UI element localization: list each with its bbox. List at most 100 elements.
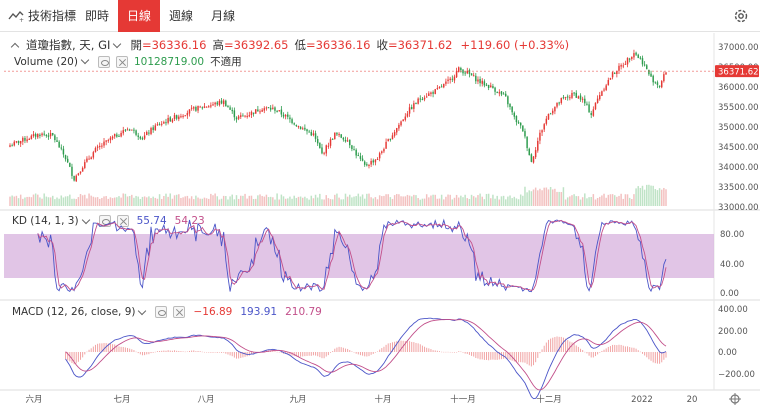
candle-body (231, 109, 233, 112)
tab-monthly[interactable]: 月線 (211, 8, 236, 23)
macd-histogram-bar (186, 351, 188, 353)
macd-histogram-bar (274, 351, 276, 352)
indicator-menu[interactable]: + 技術指標 (0, 0, 76, 32)
gear-icon[interactable] (732, 7, 750, 25)
volume-bar (564, 199, 567, 206)
candle-body (383, 149, 385, 152)
tab-weekly[interactable]: 週線 (169, 8, 194, 23)
volume-bar (665, 189, 667, 206)
volume-bar (526, 192, 528, 206)
close-icon[interactable] (173, 306, 186, 318)
macd-histogram-bar (80, 352, 82, 360)
macd-histogram-bar (193, 350, 195, 352)
volume-bar (537, 190, 539, 206)
volume-bar (308, 199, 310, 206)
macd-histogram-bar (137, 352, 139, 354)
candle-body (250, 111, 253, 115)
candle-body (631, 56, 633, 59)
last-price-tag (715, 65, 759, 78)
macd-histogram-bar (447, 351, 449, 353)
volume-bar (103, 196, 105, 206)
chevron-down-icon[interactable] (113, 39, 122, 48)
volume-bar (569, 196, 571, 206)
collapse-icon[interactable] (10, 42, 20, 51)
candle-body (599, 95, 601, 100)
candle-body (92, 152, 95, 158)
candle-body (175, 115, 178, 119)
macd-label[interactable]: MACD (12, 26, close, 9) (12, 306, 136, 318)
eye-icon[interactable] (98, 215, 111, 227)
volume-bar (498, 199, 501, 206)
candle-body (515, 116, 518, 123)
volume-bar (327, 198, 330, 206)
macd-histogram-bar (351, 351, 353, 352)
tab-daily[interactable]: 日線 (118, 0, 161, 32)
macd-histogram-bar (336, 347, 338, 352)
volume-bar (622, 198, 625, 206)
kd-label[interactable]: KD (14, 1, 3) (12, 215, 79, 227)
candle-body (193, 107, 195, 109)
close-icon[interactable] (116, 215, 129, 227)
candle-body (293, 123, 295, 125)
volume-bar (556, 191, 558, 206)
volume-bar (652, 185, 654, 206)
chevron-down-icon[interactable] (81, 215, 90, 224)
volume-bar (522, 195, 524, 206)
volume-bar (633, 194, 635, 206)
volume-bar (541, 190, 543, 206)
volume-bar (346, 196, 349, 206)
symbol-name[interactable]: 道瓊指數, 天, GI (26, 38, 111, 52)
chevron-down-icon[interactable] (80, 55, 90, 65)
volume-bar (111, 198, 114, 206)
volume-bar (207, 198, 210, 206)
time-axis-label: 七月 (113, 395, 130, 405)
volume-bar (453, 197, 456, 206)
candle-body (116, 134, 118, 137)
volume-bar (620, 193, 622, 206)
macd-histogram-bar (609, 346, 611, 352)
volume-bar (287, 198, 289, 206)
candle-body (607, 80, 610, 86)
candle-body (534, 150, 537, 158)
macd-histogram-bar (248, 352, 250, 356)
volume-bar (611, 194, 614, 206)
macd-histogram-bar (424, 346, 426, 352)
toolbar: + 技術指標 即時 日線 週線 月線 (0, 0, 760, 32)
volume-bar (355, 196, 357, 206)
volume-bar (197, 197, 199, 206)
volume-bar (175, 194, 178, 206)
macd-histogram-bar (539, 352, 541, 354)
close-icon[interactable] (115, 55, 128, 68)
volume-label[interactable]: Volume (20) (14, 55, 78, 68)
time-axis-label: 十月 (374, 394, 391, 405)
macd-histogram-bar (379, 349, 381, 352)
volume-bar (349, 194, 351, 206)
volume-bar (605, 197, 607, 206)
chevron-down-icon[interactable] (138, 306, 147, 315)
macd-histogram-bar (327, 352, 329, 356)
tab-realtime[interactable]: 即時 (85, 8, 110, 23)
candle-body (214, 102, 216, 105)
candle-body (398, 124, 400, 129)
volume-bar (483, 199, 486, 206)
candle-body (190, 107, 193, 109)
eye-icon[interactable] (97, 55, 110, 68)
macd-histogram-bar (445, 351, 447, 353)
eye-icon[interactable] (155, 306, 168, 318)
macd-histogram-bar (644, 352, 646, 356)
volume-bar (233, 199, 236, 206)
candle-body (389, 138, 392, 140)
macd-histogram-bar (131, 349, 133, 352)
volume-bar (58, 198, 60, 206)
candle-body (404, 116, 407, 120)
price-tick-label: 35000.00 (718, 123, 759, 133)
volume-bar (99, 198, 101, 206)
volume-bar (539, 188, 541, 206)
macd-histogram-bar (372, 352, 374, 354)
macd-histogram-bar (203, 351, 205, 353)
volume-bar (338, 197, 340, 206)
volume-bar (357, 193, 360, 206)
volume-bar (184, 196, 186, 206)
volume-bar (86, 198, 88, 206)
candle-body (537, 140, 539, 151)
